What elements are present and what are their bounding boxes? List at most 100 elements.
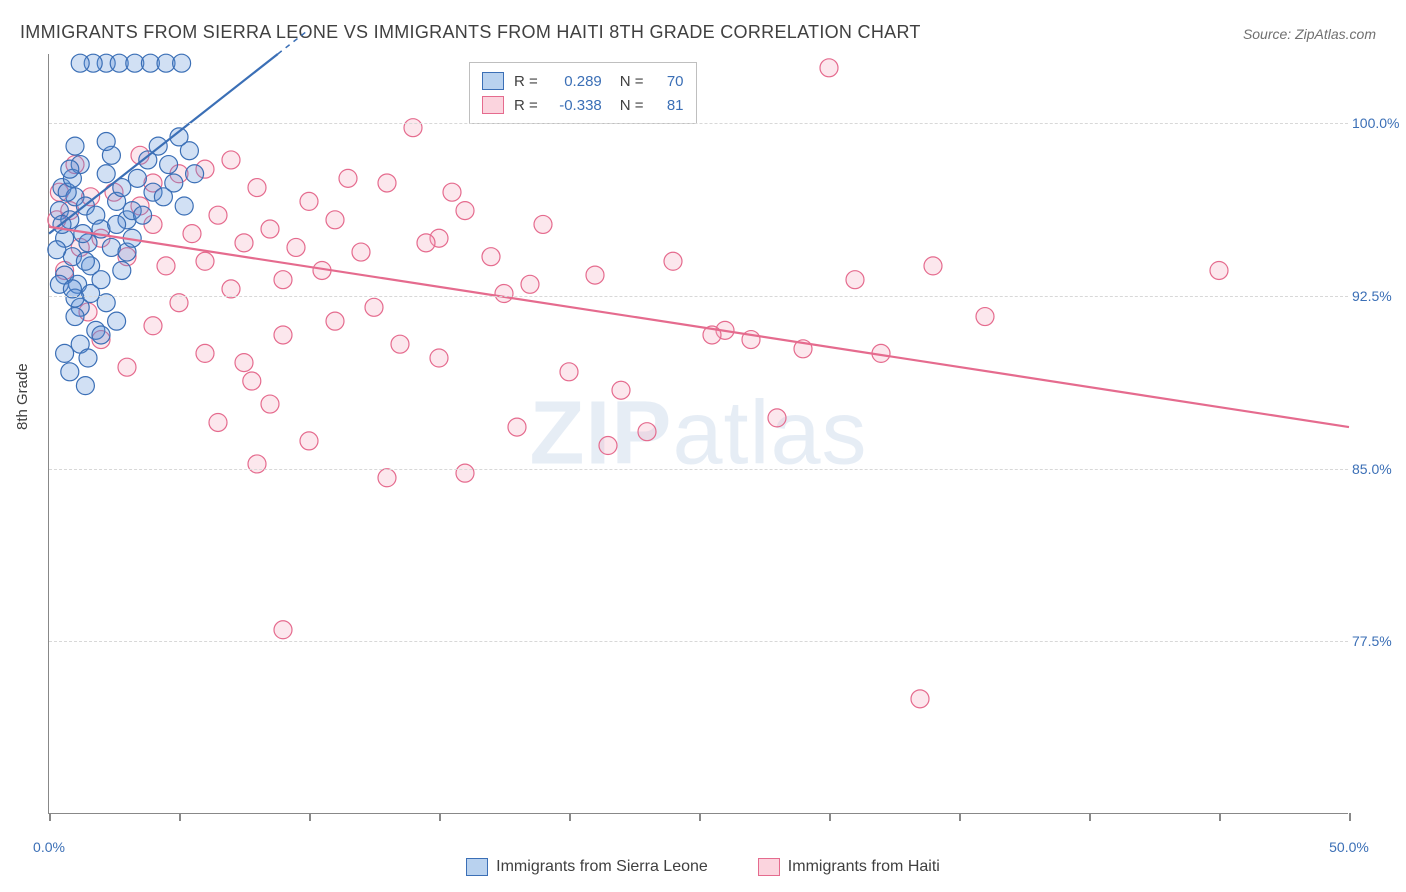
x-tick xyxy=(179,813,181,821)
legend-item: Immigrants from Sierra Leone xyxy=(466,858,708,876)
gridline xyxy=(49,296,1348,297)
n-label: N = xyxy=(620,97,644,114)
data-point xyxy=(165,174,183,192)
data-point xyxy=(160,156,178,174)
data-point xyxy=(235,234,253,252)
x-tick xyxy=(1089,813,1091,821)
n-value: 81 xyxy=(654,97,684,114)
r-value: -0.338 xyxy=(548,97,602,114)
data-point xyxy=(183,225,201,243)
data-point xyxy=(61,160,79,178)
data-point xyxy=(180,142,198,160)
gridline xyxy=(49,641,1348,642)
legend-label: Immigrants from Haiti xyxy=(788,858,940,876)
data-point xyxy=(128,169,146,187)
data-point xyxy=(911,690,929,708)
data-point xyxy=(157,257,175,275)
data-point xyxy=(48,241,66,259)
data-point xyxy=(66,308,84,326)
n-value: 70 xyxy=(654,73,684,90)
data-point xyxy=(79,349,97,367)
data-point xyxy=(61,363,79,381)
stats-legend: R = 0.289 N = 70 R = -0.338 N = 81 xyxy=(469,62,697,124)
data-point xyxy=(108,312,126,330)
x-tick xyxy=(959,813,961,821)
data-point xyxy=(134,206,152,224)
x-tick-label: 0.0% xyxy=(33,839,65,855)
swatch-icon xyxy=(482,96,504,114)
data-point xyxy=(71,54,89,72)
data-point xyxy=(326,211,344,229)
gridline xyxy=(49,469,1348,470)
data-point xyxy=(66,137,84,155)
x-tick xyxy=(439,813,441,821)
data-point xyxy=(820,59,838,77)
chart-title: IMMIGRANTS FROM SIERRA LEONE VS IMMIGRAN… xyxy=(20,22,921,43)
data-point xyxy=(352,243,370,261)
x-tick-label: 50.0% xyxy=(1329,839,1369,855)
r-label: R = xyxy=(514,97,538,114)
data-point xyxy=(924,257,942,275)
data-point xyxy=(108,215,126,233)
data-point xyxy=(456,464,474,482)
data-point xyxy=(300,192,318,210)
data-point xyxy=(443,183,461,201)
x-tick xyxy=(1349,813,1351,821)
data-point xyxy=(92,326,110,344)
y-tick-label: 85.0% xyxy=(1352,461,1400,477)
data-point xyxy=(274,326,292,344)
data-point xyxy=(378,469,396,487)
data-point xyxy=(274,271,292,289)
r-value: 0.289 xyxy=(548,73,602,90)
data-point xyxy=(175,197,193,215)
data-point xyxy=(222,151,240,169)
data-point xyxy=(846,271,864,289)
data-point xyxy=(300,432,318,450)
stats-legend-row: R = 0.289 N = 70 xyxy=(482,69,684,93)
data-point xyxy=(508,418,526,436)
data-point xyxy=(118,358,136,376)
y-tick-label: 92.5% xyxy=(1352,288,1400,304)
data-point xyxy=(261,395,279,413)
x-tick xyxy=(1219,813,1221,821)
data-point xyxy=(209,413,227,431)
data-point xyxy=(76,377,94,395)
data-point xyxy=(243,372,261,390)
data-point xyxy=(768,409,786,427)
data-point xyxy=(248,455,266,473)
swatch-icon xyxy=(482,72,504,90)
data-point xyxy=(456,202,474,220)
data-point xyxy=(599,437,617,455)
x-tick xyxy=(829,813,831,821)
y-tick-label: 77.5% xyxy=(1352,633,1400,649)
data-point xyxy=(560,363,578,381)
data-point xyxy=(209,206,227,224)
x-tick xyxy=(699,813,701,821)
data-point xyxy=(274,621,292,639)
x-tick xyxy=(309,813,311,821)
data-point xyxy=(196,252,214,270)
legend-label: Immigrants from Sierra Leone xyxy=(496,858,708,876)
data-point xyxy=(495,285,513,303)
data-point xyxy=(97,133,115,151)
data-point xyxy=(97,165,115,183)
source-attribution: Source: ZipAtlas.com xyxy=(1243,26,1376,42)
data-point xyxy=(186,165,204,183)
plot-area: ZIPatlas R = 0.289 N = 70 R = -0.338 N =… xyxy=(48,54,1348,814)
swatch-icon xyxy=(466,858,488,876)
data-point xyxy=(92,271,110,289)
data-point xyxy=(326,312,344,330)
data-point xyxy=(391,335,409,353)
series-legend: Immigrants from Sierra Leone Immigrants … xyxy=(0,858,1406,876)
n-label: N = xyxy=(620,73,644,90)
data-point xyxy=(1210,261,1228,279)
data-point xyxy=(56,344,74,362)
data-point xyxy=(664,252,682,270)
data-point xyxy=(521,275,539,293)
data-point xyxy=(144,317,162,335)
data-point xyxy=(365,298,383,316)
r-label: R = xyxy=(514,73,538,90)
y-tick-label: 100.0% xyxy=(1352,115,1400,131)
data-point xyxy=(638,423,656,441)
data-point xyxy=(976,308,994,326)
